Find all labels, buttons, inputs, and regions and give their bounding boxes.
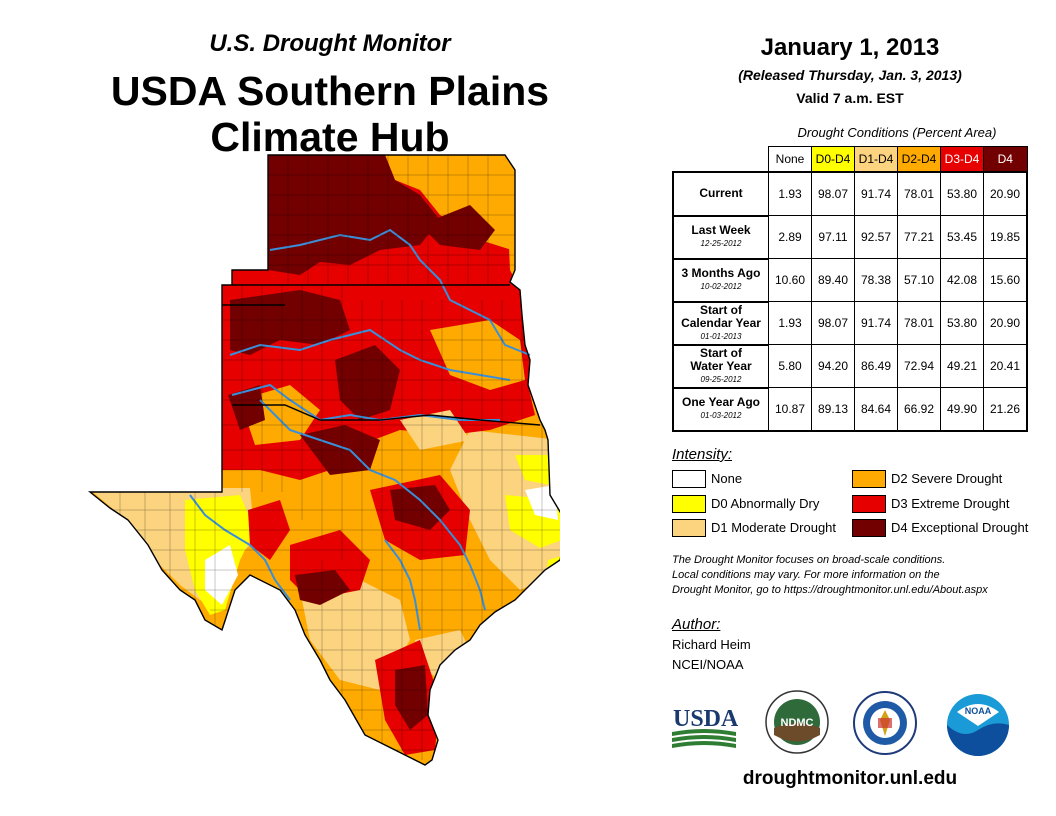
legend-label: D3 Extreme Drought: [891, 496, 1010, 511]
table-cell: 84.64: [854, 387, 898, 432]
release-date: (Released Thursday, Jan. 3, 2013): [738, 67, 962, 83]
author-heading: Author:: [672, 616, 721, 633]
row-label: One Year Ago 01-03-2012: [672, 386, 769, 432]
table-row: Start of Calendar Year 01-01-2013 1.93 98.…: [672, 300, 1028, 345]
table-cell: 20.90: [983, 171, 1028, 216]
note-line: Drought Monitor, go to https://droughtmo…: [672, 584, 988, 596]
table-cell: 10.60: [768, 258, 812, 302]
table-cell: 89.13: [811, 387, 855, 432]
table-corner: [673, 147, 769, 173]
table-cell: 49.90: [940, 387, 984, 432]
table-cell: 98.07: [811, 301, 855, 345]
legend-swatch: [672, 519, 706, 537]
valid-time: Valid 7 a.m. EST: [796, 90, 904, 106]
svg-text:NDMC: NDMC: [781, 717, 814, 729]
title-line-1: USDA Southern Plains: [110, 68, 550, 114]
col-header-d2-d4: D2-D4: [897, 146, 941, 173]
table-cell: 49.21: [940, 344, 984, 388]
website-url[interactable]: droughtmonitor.unl.edu: [742, 768, 958, 789]
table-row: Last Week 12-25-2012 2.89 97.11 92.57 77.…: [672, 214, 1028, 259]
note-line: Local conditions may vary. For more info…: [672, 569, 940, 581]
map-title: USDA Southern Plains Climate Hub: [60, 68, 600, 160]
table-row: Start of Water Year 09-25-2012 5.80 94.20 …: [672, 343, 1028, 388]
table-cell: 91.74: [854, 171, 898, 216]
author-org: NCEI/NOAA: [672, 657, 744, 672]
table-row: Current 1.93 98.07 91.74 78.01 53.80 20.…: [672, 171, 1028, 216]
legend-label: D4 Exceptional Drought: [891, 520, 1029, 535]
table-cell: 53.80: [940, 301, 984, 345]
author-name: Richard Heim: [672, 637, 751, 652]
state-borders: [88, 154, 560, 766]
drought-stats-table: None D0-D4 D1-D4 D2-D4 D3-D4 D4 Current …: [672, 146, 1028, 432]
table-cell: 19.85: [983, 215, 1028, 259]
col-header-d3-d4: D3-D4: [940, 146, 984, 173]
commerce-seal-logo: [853, 691, 917, 755]
row-label: Last Week 12-25-2012: [672, 214, 769, 259]
table-cell: 5.80: [768, 344, 812, 388]
map-date: January 1, 2013: [760, 34, 940, 61]
legend-title: Intensity:: [672, 446, 733, 463]
table-cell: 2.89: [768, 215, 812, 259]
title-line-2: Climate Hub: [210, 114, 450, 160]
table-cell: 78.01: [897, 301, 941, 345]
map-pretitle: U.S. Drought Monitor: [209, 30, 451, 57]
col-header-none: None: [768, 146, 812, 173]
row-label: 3 Months Ago 10-02-2012: [672, 257, 769, 302]
svg-text:USDA: USDA: [673, 706, 738, 732]
table-cell: 97.11: [811, 215, 855, 259]
legend-swatch: [672, 470, 706, 488]
table-row: 3 Months Ago 10-02-2012 10.60 89.40 78.38…: [672, 257, 1028, 302]
usda-logo: USDA: [672, 706, 738, 748]
table-cell: 53.80: [940, 171, 984, 216]
table-cell: 1.93: [768, 171, 812, 216]
table-cell: 86.49: [854, 344, 898, 388]
svg-text:NOAA: NOAA: [965, 706, 992, 716]
drought-map: [88, 154, 560, 766]
table-cell: 42.08: [940, 258, 984, 302]
table-cell: 57.10: [897, 258, 941, 302]
table-cell: 15.60: [983, 258, 1028, 302]
legend-label: D1 Moderate Drought: [711, 520, 837, 535]
table-cell: 10.87: [768, 387, 812, 432]
table-cell: 78.38: [854, 258, 898, 302]
table-cell: 77.21: [897, 215, 941, 259]
legend-swatch: [852, 519, 886, 537]
table-cell: 92.57: [854, 215, 898, 259]
table-caption: Drought Conditions (Percent Area): [797, 125, 997, 140]
row-label: Start of Water Year 09-25-2012: [672, 343, 769, 388]
table-cell: 21.26: [983, 387, 1028, 432]
legend-label: D2 Severe Drought: [891, 471, 1003, 486]
col-header-d0-d4: D0-D4: [811, 146, 855, 173]
legend-swatch: [672, 495, 706, 513]
table-cell: 94.20: [811, 344, 855, 388]
legend-swatch: [852, 470, 886, 488]
table-cell: 91.74: [854, 301, 898, 345]
table-cell: 98.07: [811, 171, 855, 216]
legend-label: D0 Abnormally Dry: [711, 496, 820, 511]
legend-swatch: [852, 495, 886, 513]
drought-fill: [90, 155, 560, 765]
table-cell: 1.93: [768, 301, 812, 345]
noaa-logo: NOAA: [947, 694, 1009, 756]
row-label: Current: [672, 171, 769, 216]
table-cell: 20.41: [983, 344, 1028, 388]
col-header-d1-d4: D1-D4: [854, 146, 898, 173]
table-cell: 66.92: [897, 387, 941, 432]
table-cell: 72.94: [897, 344, 941, 388]
legend-label: None: [711, 471, 743, 486]
col-header-d4: D4: [983, 146, 1028, 173]
ndmc-logo: NDMC: [765, 690, 829, 754]
table-cell: 20.90: [983, 301, 1028, 345]
disclaimer-note: The Drought Monitor focuses on broad-sca…: [672, 553, 1042, 598]
table-cell: 89.40: [811, 258, 855, 302]
table-row: One Year Ago 01-03-2012 10.87 89.13 84.64…: [672, 386, 1028, 432]
row-label: Start of Calendar Year 01-01-2013: [672, 300, 769, 345]
county-grid: [90, 155, 560, 760]
table-cell: 78.01: [897, 171, 941, 216]
note-line: The Drought Monitor focuses on broad-sca…: [672, 554, 946, 566]
table-header-row: None D0-D4 D1-D4 D2-D4 D3-D4 D4: [673, 146, 1028, 173]
table-cell: 53.45: [940, 215, 984, 259]
